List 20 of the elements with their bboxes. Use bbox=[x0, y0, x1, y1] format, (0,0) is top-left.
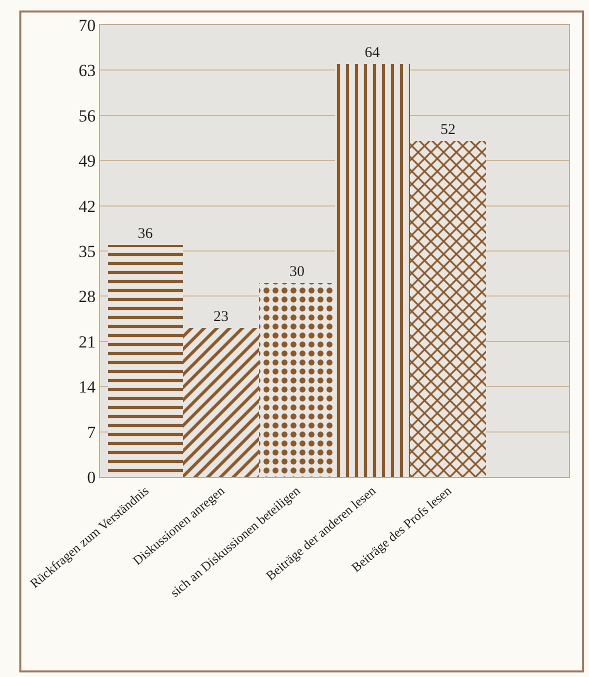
y-tick-label: 0 bbox=[87, 468, 96, 487]
data-label: 30 bbox=[290, 264, 304, 280]
y-tick-label: 63 bbox=[78, 61, 96, 80]
y-tick-label: 28 bbox=[78, 287, 96, 306]
y-tick-label: 14 bbox=[78, 378, 96, 397]
bar bbox=[410, 141, 486, 477]
y-tick-label: 35 bbox=[78, 242, 96, 261]
y-tick-label: 21 bbox=[78, 332, 96, 352]
y-tick-label: 49 bbox=[78, 152, 96, 171]
bar bbox=[335, 64, 410, 477]
data-label: 23 bbox=[214, 309, 228, 325]
y-tick-label: 56 bbox=[78, 106, 96, 126]
data-label: 64 bbox=[364, 45, 380, 61]
y-tick-label: 7 bbox=[87, 422, 96, 442]
bar bbox=[259, 283, 335, 477]
data-label: 52 bbox=[440, 122, 456, 138]
y-tick-label: 70 bbox=[78, 16, 96, 35]
data-label: 36 bbox=[138, 226, 154, 242]
bar bbox=[183, 328, 259, 477]
y-tick-label: 42 bbox=[78, 196, 96, 216]
